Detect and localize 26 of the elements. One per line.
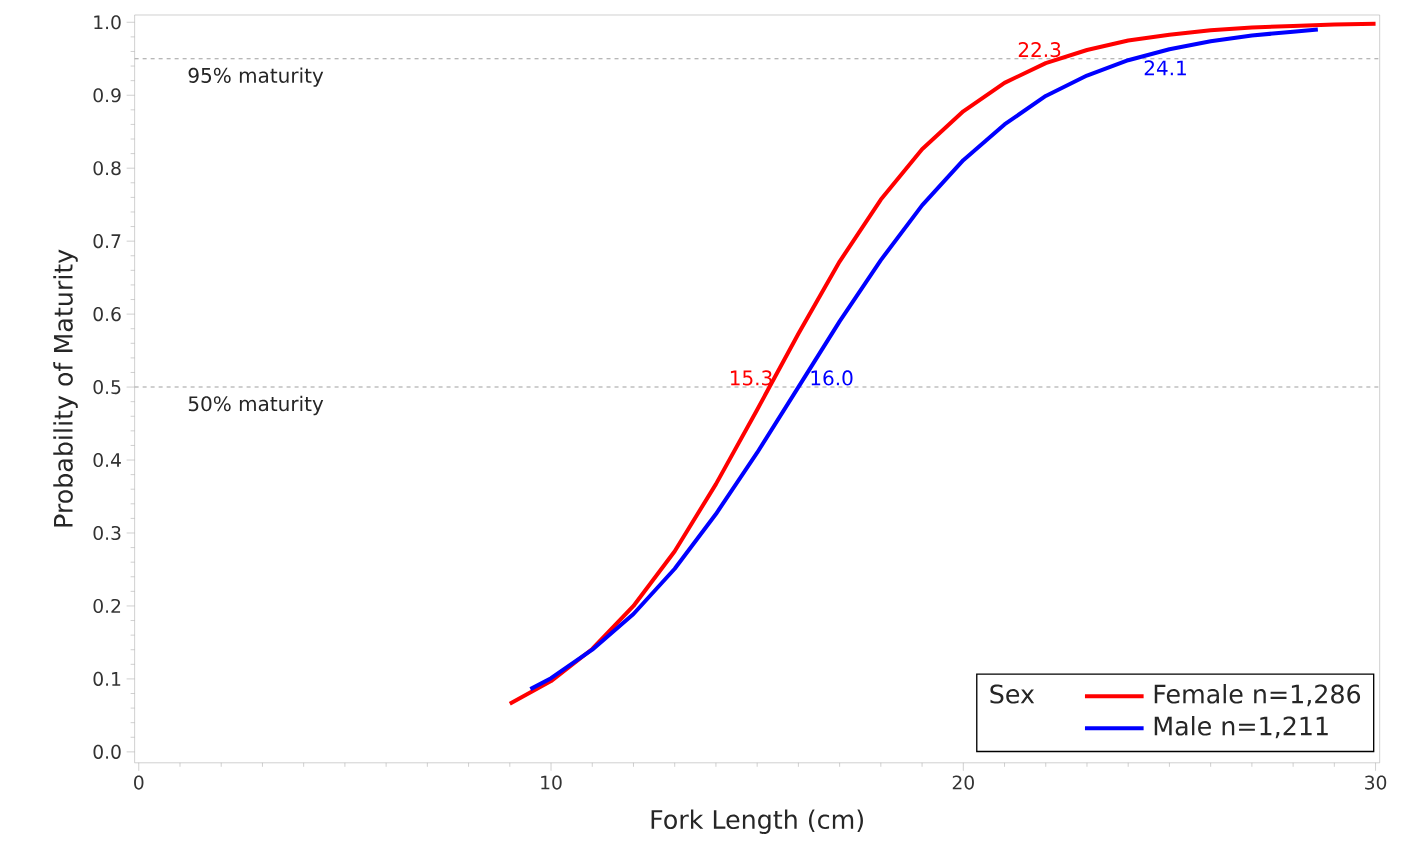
ref-line-label: 50% maturity: [188, 395, 324, 415]
y-tick-label: 0.3: [93, 525, 121, 540]
annotation: 15.3: [730, 370, 772, 386]
annotation: 16.0: [811, 370, 853, 386]
x-tick-label: 30: [1365, 775, 1387, 790]
legend-title: Sex: [990, 684, 1035, 704]
x-tick-label: 0: [134, 775, 144, 790]
legend-label: Female n=1,286: [1154, 683, 1361, 706]
y-tick-label: 0.8: [93, 160, 121, 176]
y-tick-label: 0.6: [93, 306, 121, 321]
y-tick-label: 0.1: [93, 671, 121, 686]
y-tick-label: 0.9: [93, 87, 121, 103]
ref-line-label: 95% maturity: [188, 67, 324, 87]
x-tick-label: 20: [952, 775, 974, 790]
x-tick-label: 10: [541, 775, 562, 790]
annotation: 24.1: [1144, 60, 1186, 75]
y-tick-label: 0.4: [93, 452, 121, 467]
y-tick-label: 0.2: [93, 598, 121, 613]
y-tick-label: 0.7: [93, 233, 121, 248]
legend-label: Male n=1,211: [1154, 715, 1328, 738]
x-axis-title: Fork Length (cm): [651, 809, 863, 834]
y-tick-label: 1.0: [94, 14, 121, 30]
y-tick-label: 0.5: [93, 379, 121, 394]
y-axis-title: Probability of Maturity: [53, 249, 78, 527]
annotation: 22.3: [1018, 41, 1061, 57]
y-tick-label: 0.0: [93, 744, 121, 759]
